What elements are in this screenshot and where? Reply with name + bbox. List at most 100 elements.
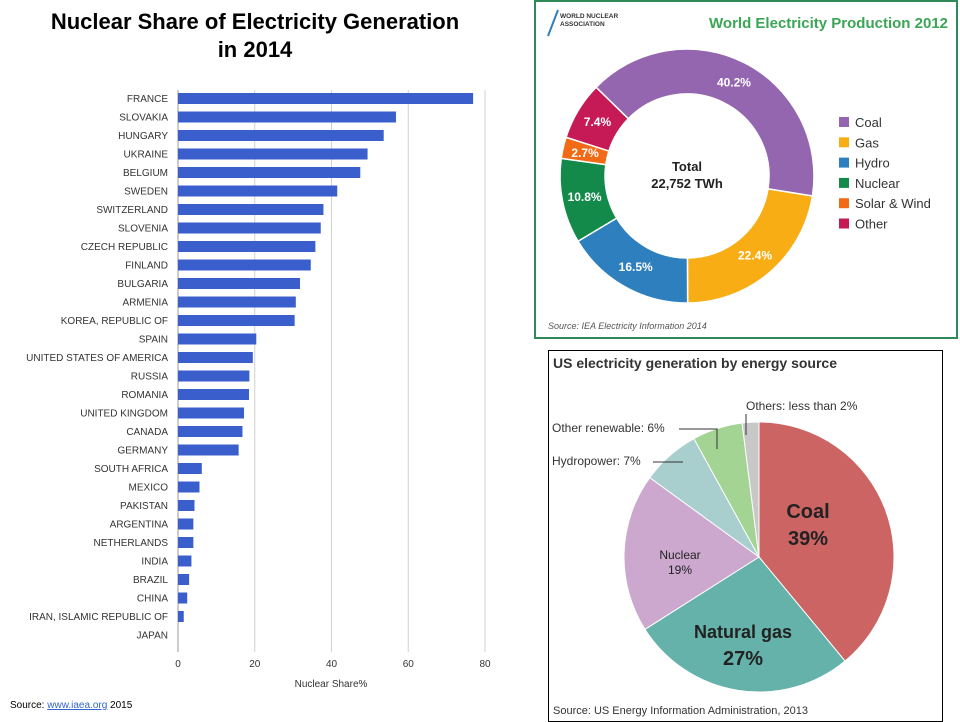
us-pie-callouts: Others: less than 2% Other renewable: 6% H… [552,399,858,468]
donut-chart-title: World Electricity Production 2012 [709,15,948,32]
pie-slice-natural-gas [644,556,846,693]
bar-chart-title-line1: Nuclear Share of Electricity Generation [50,9,460,34]
y-tick-label: UKRAINE [124,150,169,161]
coal-label: Coal [786,501,829,523]
donut-chart-source: Source: IEA Electricity Information 2014 [548,321,707,331]
y-tick-label: SLOVENIA [118,224,168,235]
nuclear-label: Nuclear [659,548,700,562]
donut-chart: WORLD NUCLEAR ASSOCIATION World Electric… [547,9,948,331]
bar-canada [178,426,243,437]
bar-united-states-of-america [178,352,253,363]
y-tick-label: CZECH REPUBLIC [81,242,168,253]
y-tick-label: UNITED KINGDOM [80,409,168,420]
donut-chart-panel: WORLD NUCLEAR ASSOCIATION World Electric… [534,0,958,339]
legend-label-coal: Coal [855,115,882,130]
bar-spain [178,333,257,345]
bar-armenia [178,296,296,308]
callout-label: Hydropower: 7% [552,454,641,468]
bar-united-kingdom [178,407,245,419]
y-tick-label: CHINA [137,594,168,605]
callout-label: Other renewable: 6% [552,421,665,435]
legend-label-other: Other [855,217,888,232]
logo-line2: ASSOCIATION [560,21,605,28]
y-tick-label: CANADA [126,427,168,438]
y-tick-label: ARMENIA [122,298,168,309]
y-tick-label: PAKISTAN [120,501,168,512]
bar-source-link[interactable]: www.iaea.org [47,700,108,711]
bar-mexico [178,481,200,493]
bar-germany [178,444,239,456]
bar-india [178,555,192,567]
bar-netherlands [178,537,194,548]
donut-value-label: 7.4% [584,115,612,129]
bar-bulgaria [178,278,301,289]
y-tick-label: NETHERLANDS [94,538,169,549]
legend-label-solar-wind: Solar & Wind [855,196,931,211]
gas-pct: 27% [723,648,763,670]
bar-chart-title-line2: in 2014 [217,37,293,62]
pie-slice-others-less-than-2 [741,421,760,558]
y-tick-label: GERMANY [117,446,168,457]
donut-slices: 7.4% 40.2% 22.4% 16.5% 10.8% 2.7% [559,48,815,304]
y-tick-label: SWITZERLAND [96,205,168,216]
pie-slice-nuclear [623,476,760,631]
donut-center-label: Total [672,159,702,174]
legend-swatch-other [839,218,849,229]
bar-slovenia [178,222,321,234]
y-tick-label: HUNGARY [118,131,168,142]
legend-swatch-solar-wind [839,198,849,209]
donut-legend: Coal Gas Hydro Nuclear Solar & Wind Other [839,115,931,232]
donut-value-label: 16.5% [619,260,653,274]
legend-swatch-hydro [839,157,849,168]
bar-russia [178,370,250,382]
bar-korea-republic-of [178,315,295,326]
bar-belgium [178,167,361,178]
donut-slice-coal [595,48,815,197]
y-tick-label: SWEDEN [124,187,168,198]
legend-label-gas: Gas [855,135,879,150]
y-tick-label: UNITED STATES OF AMERICA [26,353,168,364]
y-tick-label: ROMANIA [121,390,168,401]
donut-value-label: 40.2% [717,76,751,90]
bar-switzerland [178,204,324,215]
bar-brazil [178,574,190,585]
x-tick-label: 0 [175,659,181,670]
x-tick-label: 20 [249,659,261,670]
bar-romania [178,389,249,400]
bar-hungary [178,130,384,141]
y-tick-label: KOREA, REPUBLIC OF [61,316,168,327]
gas-label: Natural gas [694,622,792,642]
bar-chart-source: Source: www.iaea.org 2015 [10,700,132,711]
bar-sweden [178,185,338,197]
coal-pct: 39% [788,528,828,550]
bar-france [178,93,474,104]
wna-logo: WORLD NUCLEAR ASSOCIATION [547,9,618,37]
y-tick-label: SLOVAKIA [119,113,168,124]
bar-iran-islamic-republic-of [178,611,184,622]
us-pie-chart: US electricity generation by energy sour… [552,355,895,717]
nuclear-pct: 19% [668,563,692,577]
legend-label-hydro: Hydro [855,156,890,171]
logo-line1: WORLD NUCLEAR [560,13,618,20]
y-tick-label: IRAN, ISLAMIC REPUBLIC OF [29,612,168,623]
bar-pakistan [178,500,195,511]
donut-center-value: 22,752 TWh [651,176,723,191]
logo-slash-icon [547,9,559,37]
x-tick-label: 80 [479,659,491,670]
bar-ukraine [178,148,368,160]
bar-source-suffix: 2015 [107,700,133,711]
us-pie-slices [623,421,895,693]
y-tick-label: ARGENTINA [110,520,169,531]
us-pie-panel: US electricity generation by energy sour… [548,350,943,722]
legend-swatch-coal [839,117,849,127]
x-axis-label: Nuclear Share% [295,679,368,690]
bar-slovakia [178,111,396,123]
pie-slice-coal [758,421,895,662]
y-tick-label: INDIA [141,557,168,568]
y-tick-label: BRAZIL [133,575,168,586]
legend-swatch-nuclear [839,177,849,188]
y-tick-label: FINLAND [125,261,168,272]
donut-slice-solar-wind [560,136,610,166]
bar-chart: 0 20 40 60 80 FRANCE SLOVAKIA HUNGARY UKRAINE BEL… [26,90,491,690]
y-tick-label: BULGARIA [117,279,168,290]
